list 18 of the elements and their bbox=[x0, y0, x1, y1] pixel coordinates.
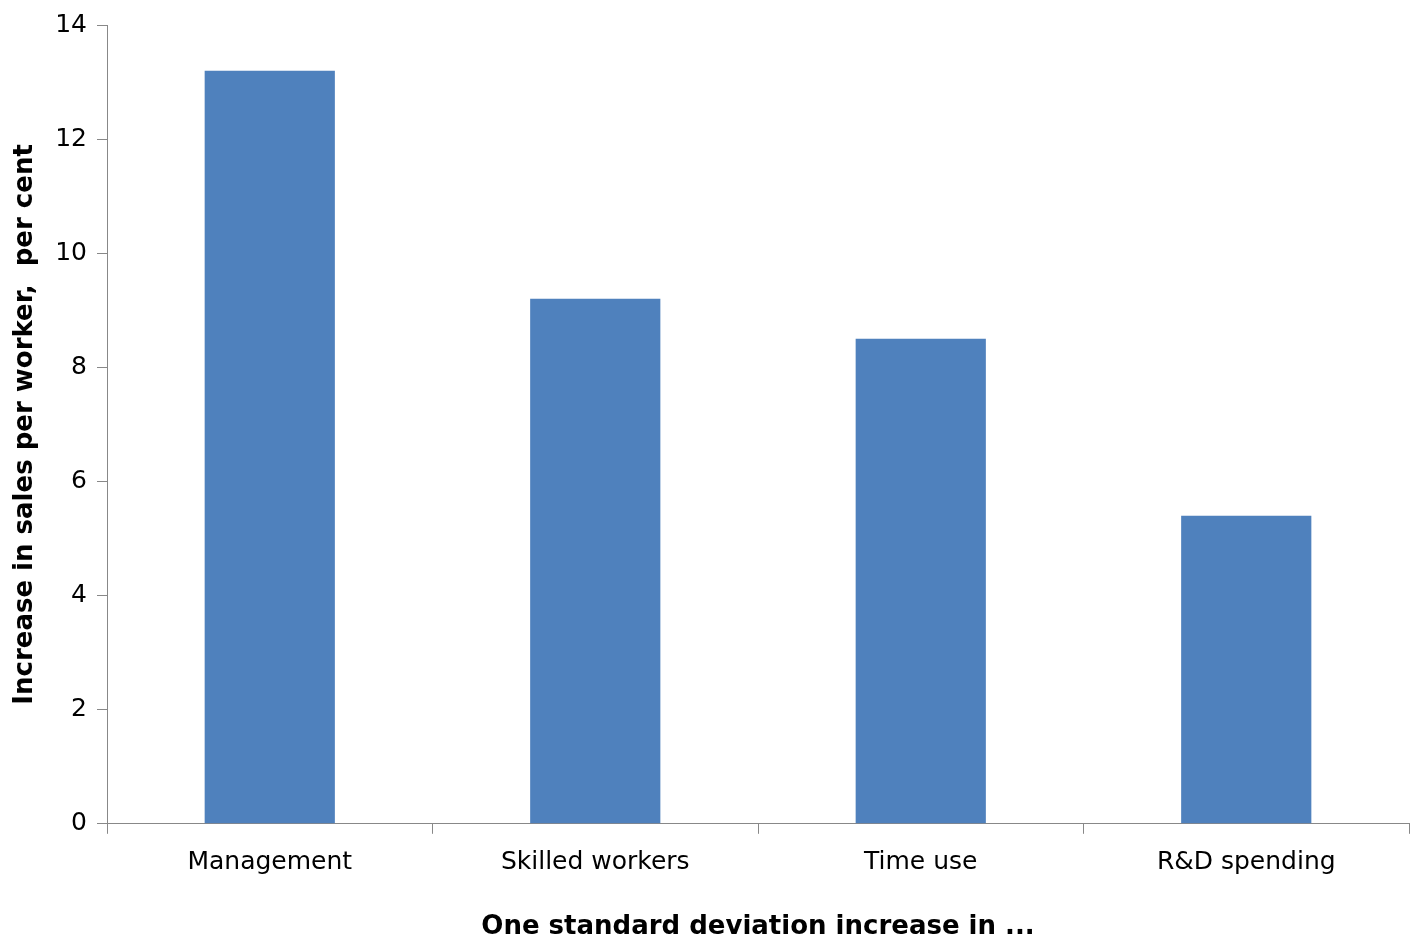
x-tick-label: Skilled workers bbox=[500, 846, 690, 876]
y-tick-label: 14 bbox=[55, 8, 88, 38]
y-tick-label: 2 bbox=[71, 693, 88, 723]
bar bbox=[855, 338, 986, 824]
y-tick-label: 12 bbox=[55, 122, 88, 152]
x-tick-label: Management bbox=[187, 846, 353, 876]
y-tick-label: 10 bbox=[55, 236, 88, 266]
bar bbox=[204, 70, 335, 824]
y-tick-label: 6 bbox=[71, 464, 88, 494]
bar bbox=[530, 298, 661, 824]
x-tick-label: Time use bbox=[863, 846, 978, 876]
y-tick-label: 8 bbox=[71, 350, 88, 380]
bar bbox=[1181, 515, 1312, 824]
y-tick-label: 0 bbox=[71, 807, 88, 837]
y-tick-label: 4 bbox=[71, 579, 88, 609]
x-axis-title: One standard deviation increase in ... bbox=[481, 910, 1035, 941]
y-axis-title: Increase in sales per worker, per cent bbox=[8, 144, 39, 705]
x-tick-label: R&D spending bbox=[1156, 846, 1336, 876]
